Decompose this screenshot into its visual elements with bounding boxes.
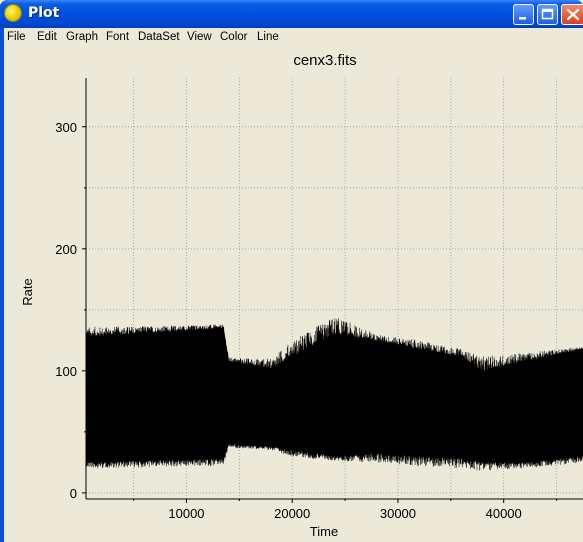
maximize-button[interactable] bbox=[537, 4, 558, 25]
menu-line[interactable]: Line bbox=[257, 31, 279, 43]
menu-file[interactable]: File bbox=[7, 31, 26, 43]
tick-labels: 10000 20000 30000 40000 0 100 200 300 bbox=[55, 120, 521, 521]
y-tick-label: 300 bbox=[55, 120, 77, 135]
menu-dataset[interactable]: DataSet bbox=[138, 31, 180, 43]
minimize-button[interactable] bbox=[513, 4, 534, 25]
window-title: Plot bbox=[28, 5, 60, 21]
client-area: File Edit Graph Font DataSet View Color … bbox=[4, 28, 583, 542]
time-series-chart: cenx3.fits 10000 20000 30000 40000 0 100 200 30… bbox=[20, 52, 583, 539]
menu-view[interactable]: View bbox=[187, 31, 212, 43]
x-tick-label: 30000 bbox=[380, 506, 416, 521]
y-tick-label: 200 bbox=[55, 242, 77, 257]
chart-axes bbox=[82, 78, 583, 503]
maximize-icon bbox=[541, 8, 554, 20]
rate-series-line bbox=[85, 318, 583, 471]
minimize-icon bbox=[519, 17, 526, 20]
chart-title: cenx3.fits bbox=[293, 52, 356, 69]
menu-edit[interactable]: Edit bbox=[37, 31, 57, 43]
x-axis-label: Time bbox=[310, 524, 338, 539]
y-tick-label: 0 bbox=[70, 486, 77, 501]
menu-color[interactable]: Color bbox=[220, 31, 248, 43]
menu-font[interactable]: Font bbox=[106, 31, 130, 43]
x-tick-label: 40000 bbox=[486, 506, 522, 521]
close-button[interactable] bbox=[561, 4, 583, 25]
close-icon bbox=[566, 8, 580, 21]
menu-bar: File Edit Graph Font DataSet View Color … bbox=[4, 28, 583, 48]
plot-area: cenx3.fits 10000 20000 30000 40000 0 100 200 30… bbox=[4, 48, 583, 542]
y-axis-label: Rate bbox=[20, 278, 35, 305]
app-icon[interactable] bbox=[5, 5, 21, 21]
title-bar[interactable]: Plot bbox=[0, 0, 583, 28]
x-tick-label: 10000 bbox=[168, 506, 204, 521]
menu-graph[interactable]: Graph bbox=[66, 31, 98, 43]
x-tick-label: 20000 bbox=[274, 506, 310, 521]
y-tick-label: 100 bbox=[55, 364, 77, 379]
data-layer bbox=[85, 318, 583, 471]
